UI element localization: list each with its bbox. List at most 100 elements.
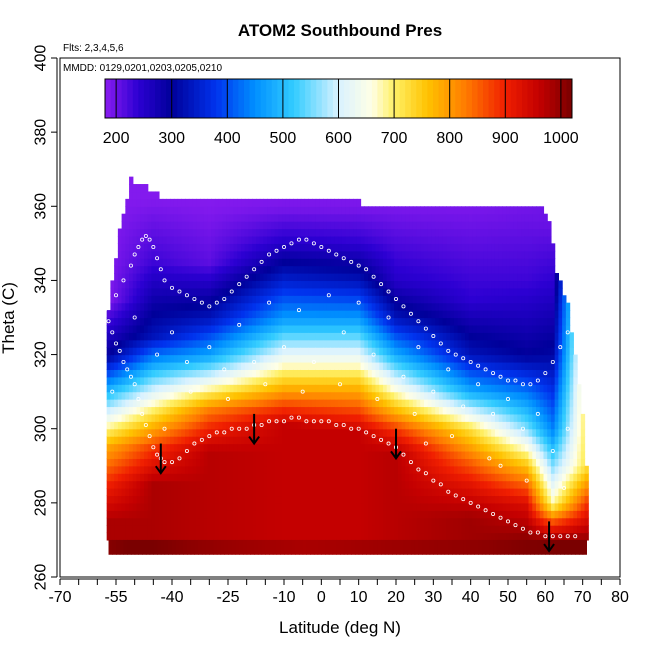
heat-cell [106,413,111,422]
heat-cell [412,295,418,304]
heat-cell [203,384,209,393]
heat-cell [259,473,265,482]
heat-cell [326,250,332,259]
heat-cell [438,399,444,408]
heat-cell [356,473,362,482]
heat-cell [334,399,339,408]
heat-cell [491,310,496,319]
heat-cell [211,347,216,356]
heat-cell [371,376,377,385]
heat-cell [494,421,500,430]
heat-cell [110,480,115,489]
heat-cell [438,406,444,415]
heat-cell [319,428,324,437]
heat-cell [285,399,291,408]
heat-cell [513,443,518,452]
heat-cell [356,450,362,459]
heat-cell [188,265,194,274]
heat-cell [465,295,470,304]
heat-cell [420,436,425,445]
heat-cell [356,406,362,415]
heat-cell [353,376,358,385]
heat-cell [229,347,235,356]
heat-cell [420,243,425,252]
heat-cell [330,436,335,445]
heat-cell [181,228,186,237]
heat-cell [203,221,209,230]
heat-cell [181,221,186,230]
heat-cell [390,339,395,348]
heat-cell [248,361,253,370]
heat-cell [472,421,477,430]
heat-cell [416,413,421,422]
heat-cell [147,525,153,534]
heat-cell [315,213,321,222]
heat-cell [166,250,171,259]
heat-cell [267,517,272,526]
heat-cell [237,361,242,370]
heat-cell [241,391,246,400]
heat-cell [233,517,238,526]
heat-cell [341,436,347,445]
heat-cell [353,221,358,230]
heat-cell [494,399,500,408]
heat-cell [379,235,384,244]
heat-cell [308,310,313,319]
heat-cell [312,258,317,267]
heat-cell [162,221,167,230]
heat-cell [214,399,220,408]
heat-cell [409,421,414,430]
heat-cell [121,413,126,422]
heat-cell [211,265,216,274]
heat-cell [468,339,474,348]
heat-cell [140,206,145,215]
heat-cell [390,421,395,430]
heat-cell [203,510,209,519]
heat-cell [252,354,257,363]
heat-cell [297,258,302,267]
heat-cell [461,480,466,489]
heat-cell [248,287,253,296]
heat-cell [106,421,111,430]
heat-cell [140,473,145,482]
heat-cell [211,525,216,534]
heat-cell [177,532,182,541]
heat-cell [308,265,313,274]
heat-cell [106,443,111,452]
heat-cell [480,465,485,474]
heat-cell [207,354,212,363]
heat-cell [457,488,462,497]
heat-cell [472,273,477,282]
heat-cell [282,332,287,341]
heat-cell [196,399,201,408]
heat-cell [360,361,365,370]
heat-cell [498,502,503,511]
heat-cell [308,421,313,430]
heat-cell [166,391,171,400]
heat-cell [155,354,160,363]
heat-cell [203,206,209,215]
heat-cell [188,510,194,519]
heat-cell [267,198,272,207]
heat-cell [144,465,149,474]
heat-cell [468,495,474,504]
heat-cell [129,280,134,289]
heat-cell [203,480,209,489]
heat-cell [368,280,373,289]
heat-cell [472,287,477,296]
heat-cell [453,458,459,467]
heat-cell [349,354,354,363]
heat-cell [166,258,171,267]
heat-cell [476,376,481,385]
heat-cell [200,213,205,222]
heat-cell [229,488,235,497]
heat-cell [252,332,257,341]
heat-cell [427,354,433,363]
heat-cell [170,198,175,207]
heat-cell [446,354,451,363]
heat-cell [386,391,391,400]
heat-cell [267,339,272,348]
heat-cell [450,428,455,437]
heat-cell [502,376,507,385]
heat-cell [326,280,332,289]
